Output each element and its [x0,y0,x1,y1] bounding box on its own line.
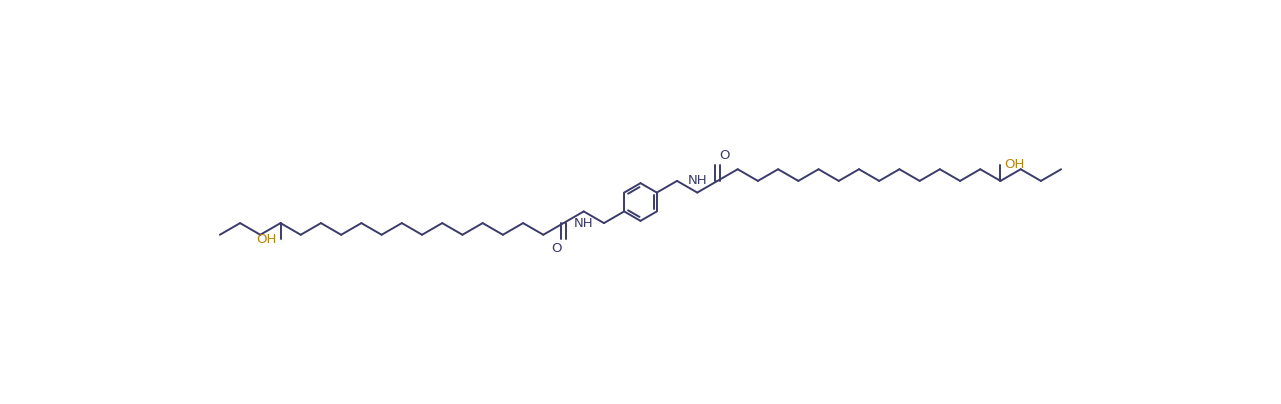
Text: NH: NH [688,174,707,187]
Text: OH: OH [1004,158,1025,171]
Text: O: O [551,242,561,255]
Text: NH: NH [574,217,593,230]
Text: OH: OH [256,233,277,246]
Text: O: O [720,149,730,162]
